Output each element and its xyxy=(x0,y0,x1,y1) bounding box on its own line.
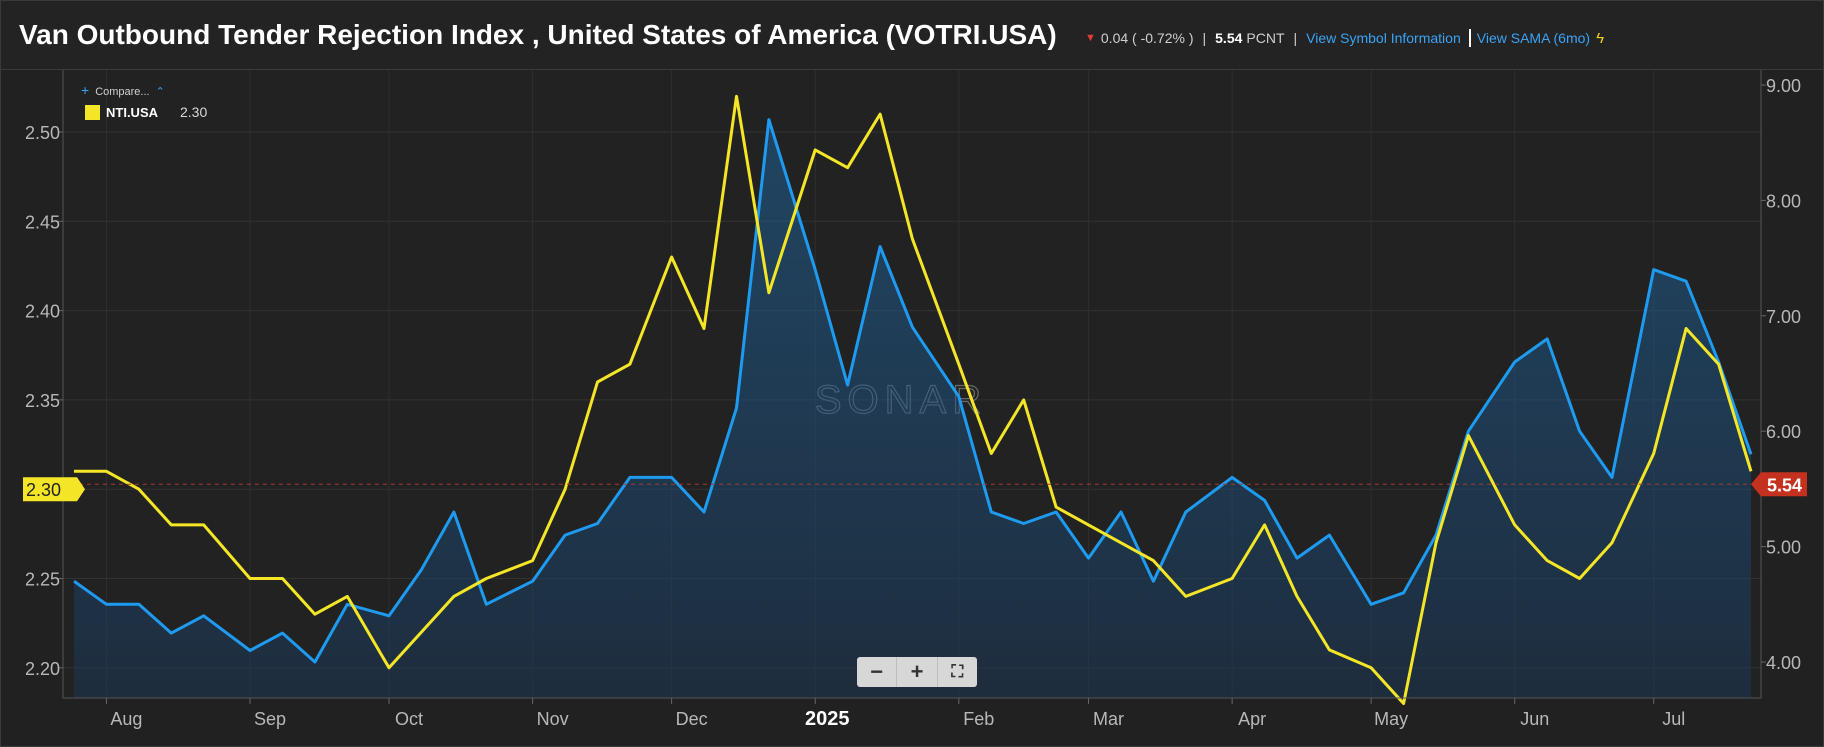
x-axis-tick-label: Mar xyxy=(1093,709,1124,729)
x-axis-tick-label: Dec xyxy=(676,709,708,729)
zoom-out-button[interactable]: − xyxy=(857,657,898,687)
x-axis-tick-label: May xyxy=(1374,709,1408,729)
left-axis-tick-label: 2.35 xyxy=(25,391,60,411)
votri-last-value-label: 5.54 xyxy=(1767,475,1802,495)
right-axis-tick-label: 6.00 xyxy=(1766,422,1801,442)
x-axis-tick-label: Sep xyxy=(254,709,286,729)
x-axis-tick-label: Jun xyxy=(1520,709,1549,729)
lightning-icon[interactable]: ϟ xyxy=(1596,29,1605,47)
left-axis-tick-label: 2.40 xyxy=(25,302,60,322)
legend-series-value: 2.30 xyxy=(180,104,208,120)
x-axis-tick-label: Nov xyxy=(537,709,569,729)
compare-label: Compare... xyxy=(95,86,150,98)
left-axis-tick-label: 2.45 xyxy=(25,212,60,232)
compare-button[interactable]: + Compare... ⌃ xyxy=(81,82,165,98)
plus-icon: + xyxy=(81,82,90,98)
legend-swatch xyxy=(85,104,100,120)
left-axis-tick-label: 2.50 xyxy=(25,123,60,143)
votri-area xyxy=(74,119,1751,699)
unit-label: PCNT xyxy=(1246,30,1285,46)
divider: | xyxy=(1202,30,1207,46)
votri-last-value-tag xyxy=(1751,472,1807,497)
divider: | xyxy=(1293,30,1298,46)
nti-last-value-tag xyxy=(23,477,85,502)
x-axis-tick-label: 2025 xyxy=(805,708,850,730)
left-axis-tick-label: 2.25 xyxy=(25,570,60,590)
right-axis-tick-label: 8.00 xyxy=(1766,191,1801,211)
x-axis-tick-label: Oct xyxy=(395,709,423,729)
right-axis-tick-label: 7.00 xyxy=(1766,307,1801,327)
view-symbol-info-link[interactable]: View Symbol Information xyxy=(1306,30,1461,46)
zoom-controls: − + ⛶ xyxy=(857,657,977,687)
legend-series-name: NTI.USA xyxy=(106,104,158,120)
x-axis-tick-label: Aug xyxy=(110,709,142,729)
down-arrow-icon: ▼ xyxy=(1085,32,1096,44)
left-axis-tick-label: 2.20 xyxy=(25,659,60,679)
chevron-up-icon[interactable]: ⌃ xyxy=(155,86,165,98)
change-value: 0.04 ( -0.72% ) xyxy=(1100,30,1194,46)
chart-title: Van Outbound Tender Rejection Index , Un… xyxy=(19,19,1057,50)
nti-last-value-label: 2.30 xyxy=(26,480,61,500)
zoom-in-button[interactable]: + xyxy=(897,657,938,687)
x-axis-tick-label: Apr xyxy=(1238,709,1266,729)
divider xyxy=(1468,29,1471,47)
last-value: 5.54 xyxy=(1215,30,1243,46)
legend-item-nti[interactable]: NTI.USA 2.30 xyxy=(85,104,207,120)
symbol-meta: ▼ 0.04 ( -0.72% ) | 5.54 PCNT | View Sym… xyxy=(1085,28,1604,48)
x-axis-tick-label: Jul xyxy=(1662,709,1685,729)
fit-screen-button[interactable]: ⛶ xyxy=(951,662,964,681)
view-sama-link[interactable]: View SAMA (6mo) xyxy=(1476,30,1591,46)
chart-header: Van Outbound Tender Rejection Index , Un… xyxy=(1,1,1823,70)
right-axis-tick-label: 9.00 xyxy=(1766,76,1801,96)
x-axis-tick-label: Feb xyxy=(963,709,994,729)
right-axis-tick-label: 5.00 xyxy=(1766,538,1801,558)
right-axis-tick-label: 4.00 xyxy=(1766,653,1801,673)
